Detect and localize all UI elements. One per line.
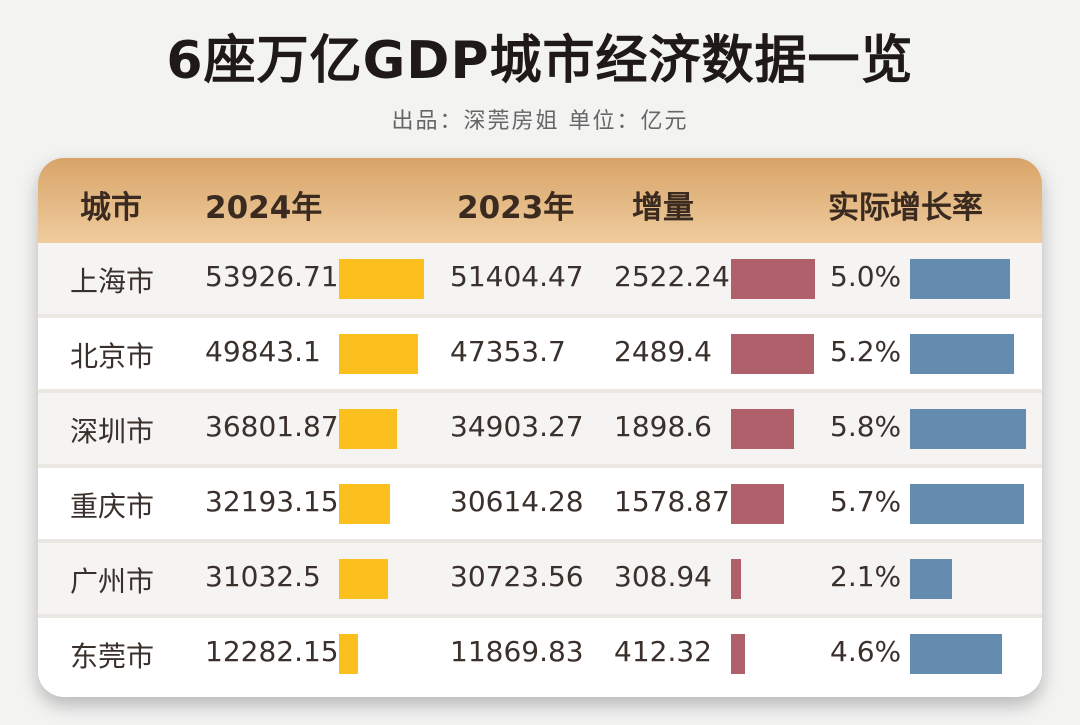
gdp-2024-bar — [339, 334, 418, 374]
row-divider — [38, 464, 1042, 468]
row-divider — [38, 314, 1042, 318]
gdp-2024-cell: 53926.71 — [205, 260, 339, 293]
table-row: 广州市 31032.5 30723.56 308.94 2.1% — [38, 543, 1042, 614]
growth-rate-cell: 5.0% — [830, 260, 902, 293]
gdp-2024-bar — [339, 559, 388, 599]
data-table: 城市 2024年 2023年 增量 实际增长率 上海市 53926.71 51404… — [38, 158, 1042, 697]
gdp-2023-cell: 30723.56 — [450, 560, 584, 593]
gdp-2024-cell: 49843.1 — [205, 335, 321, 368]
page-title: 6座万亿GDP城市经济数据一览 — [166, 31, 914, 91]
increment-bar — [731, 634, 745, 674]
table-row: 重庆市 32193.15 30614.28 1578.87 5.7% — [38, 468, 1042, 539]
growth-rate-bar — [910, 334, 1014, 374]
gdp-2023-cell: 51404.47 — [450, 260, 584, 293]
increment-bar — [731, 559, 742, 599]
growth-rate-cell: 5.8% — [830, 410, 902, 443]
increment-bar — [731, 259, 815, 299]
table-row: 上海市 53926.71 51404.47 2522.24 5.0% — [38, 243, 1042, 314]
city-cell: 上海市 — [70, 265, 155, 298]
increment-cell: 412.32 — [614, 635, 712, 668]
gdp-2023-cell: 11869.83 — [450, 635, 584, 668]
header-increment: 增量 — [632, 190, 694, 226]
header-2023: 2023年 — [457, 190, 575, 226]
increment-bar — [731, 409, 795, 449]
growth-rate-bar — [910, 634, 1002, 674]
table-row: 北京市 49843.1 47353.7 2489.4 5.2% — [38, 318, 1042, 389]
subtitle: 出品：深莞房姐 单位：亿元 — [391, 109, 689, 134]
row-divider — [38, 389, 1042, 393]
gdp-2024-cell: 32193.15 — [205, 485, 339, 518]
increment-cell: 1898.6 — [614, 410, 712, 443]
gdp-2023-cell: 47353.7 — [450, 335, 566, 368]
city-cell: 重庆市 — [70, 490, 155, 523]
gdp-2023-cell: 34903.27 — [450, 410, 584, 443]
table-row: 东莞市 12282.15 11869.83 412.32 4.6% — [38, 618, 1042, 689]
gdp-2024-bar — [339, 409, 398, 449]
gdp-2024-cell: 31032.5 — [205, 560, 321, 593]
city-cell: 东莞市 — [70, 640, 155, 673]
growth-rate-cell: 5.7% — [830, 485, 902, 518]
increment-cell: 2489.4 — [614, 335, 712, 368]
growth-rate-bar — [910, 559, 952, 599]
table-row: 深圳市 36801.87 34903.27 1898.6 5.8% — [38, 393, 1042, 464]
growth-rate-bar — [910, 259, 1010, 299]
gdp-2024-cell: 36801.87 — [205, 410, 339, 443]
gdp-2024-cell: 12282.15 — [205, 635, 339, 668]
growth-rate-bar — [910, 409, 1026, 449]
increment-cell: 2522.24 — [614, 260, 730, 293]
growth-rate-bar — [910, 484, 1024, 524]
increment-bar — [731, 484, 784, 524]
gdp-2024-bar — [339, 259, 425, 299]
gdp-2024-bar — [339, 634, 359, 674]
city-cell: 广州市 — [70, 565, 155, 598]
row-divider — [38, 539, 1042, 543]
gdp-2024-bar — [339, 484, 390, 524]
header-2024: 2024年 — [205, 190, 323, 226]
growth-rate-cell: 4.6% — [830, 635, 902, 668]
growth-rate-cell: 2.1% — [830, 560, 902, 593]
increment-cell: 308.94 — [614, 560, 712, 593]
header-growth-rate: 实际增长率 — [828, 190, 983, 226]
row-divider — [38, 614, 1042, 618]
gdp-2023-cell: 30614.28 — [450, 485, 584, 518]
table-header: 城市 2024年 2023年 增量 实际增长率 — [38, 158, 1042, 243]
growth-rate-cell: 5.2% — [830, 335, 902, 368]
increment-cell: 1578.87 — [614, 485, 730, 518]
increment-bar — [731, 334, 814, 374]
city-cell: 北京市 — [70, 340, 155, 373]
header-city: 城市 — [80, 190, 142, 226]
city-cell: 深圳市 — [70, 415, 155, 448]
